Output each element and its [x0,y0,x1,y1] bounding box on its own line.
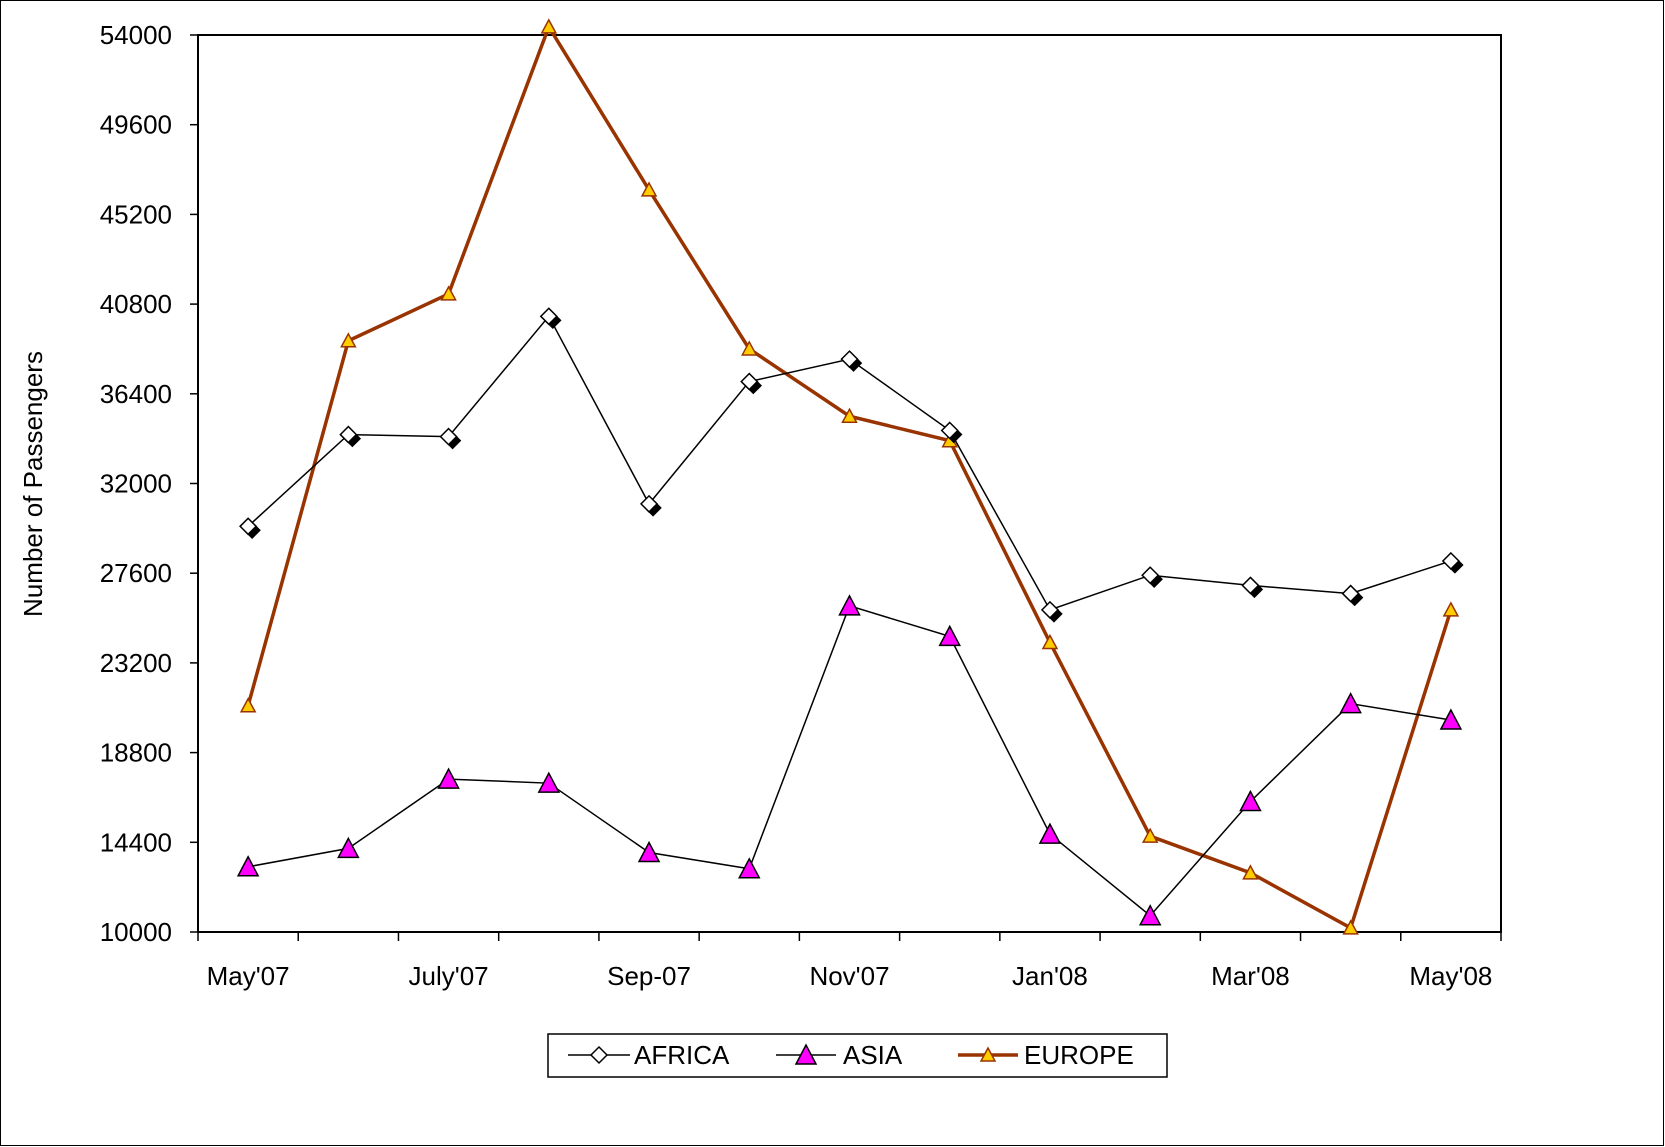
data-point-europe [1141,827,1159,843]
data-point-africa [339,425,358,444]
y-tick-label: 40800 [100,289,172,319]
data-point-asia [236,855,260,877]
legend-item-africa: AFRICA [568,1040,730,1070]
y-axis: 10000 14400 18800 23200 27600 32000 36400 40800… [100,20,198,947]
x-tick-label: July'07 [409,961,489,991]
data-point-europe [540,18,558,34]
data-point-africa [539,307,558,326]
data-point-asia [838,594,861,616]
data-point-europe [440,285,457,301]
data-point-africa [740,372,759,391]
data-point-europe [741,340,758,356]
data-point-europe [640,181,658,197]
x-axis: May'07 July'07 Sep-07 Nov'07 Jan'08 Mar'08 May… [197,932,1502,991]
data-point-asia [738,857,761,879]
y-tick-label: 32000 [100,469,172,499]
y-tick-label: 45200 [100,199,172,229]
legend-box [547,1033,1168,1078]
data-point-asia [1038,822,1062,844]
y-tick-label: 23200 [100,648,172,678]
y-tick-label: 14400 [100,827,172,857]
data-point-europe [1242,864,1259,880]
data-point-asia [537,771,561,793]
legend-item-europe: EUROPE [958,1040,1134,1070]
data-point-africa [1040,600,1060,619]
legend-label-africa: AFRICA [634,1040,730,1070]
y-tick-label: 36400 [100,379,172,409]
legend-marker-asia [794,1043,818,1065]
plot-area [197,34,1502,933]
x-tick-label: Sep-07 [607,961,691,991]
data-point-asia [637,840,661,863]
data-point-asia [1339,692,1362,714]
data-point-africa [439,427,458,446]
data-point-asia [1239,789,1262,812]
y-tick-label: 10000 [100,917,172,947]
series-layer [236,18,1464,935]
y-axis-title: Number of Passengers [18,351,48,617]
data-point-europe [1041,633,1059,650]
data-point-europe [1342,919,1359,935]
series-line-asia [247,604,1452,917]
x-tick-label: May'08 [1409,961,1492,991]
data-point-africa [1141,566,1160,585]
y-tick-label: 49600 [100,110,172,140]
series-africa [239,307,1464,623]
data-point-europe [239,697,257,713]
legend-label-europe: EUROPE [1024,1040,1134,1070]
series-asia [236,594,1463,926]
y-tick-label: 18800 [100,738,172,768]
data-point-africa [639,494,659,513]
data-point-asia [938,624,961,647]
data-point-africa [1441,551,1460,571]
data-point-asia [1439,708,1463,730]
data-point-africa [940,421,959,440]
legend-marker-africa [589,1045,609,1065]
data-point-africa [239,517,258,536]
x-tick-label: Jan'08 [1012,961,1088,991]
x-tick-label: May'07 [207,961,290,991]
legend: AFRICA ASIA EUROPE [547,1033,1168,1078]
data-point-africa [1241,576,1260,595]
y-tick-label: 54000 [100,20,172,50]
legend-marker-europe [979,1046,997,1062]
data-point-europe [841,407,858,423]
x-tick-label: Nov'07 [809,961,889,991]
data-point-asia [437,767,460,789]
x-tick-label: Mar'08 [1211,961,1290,991]
legend-item-asia: ASIA [776,1040,903,1070]
data-point-africa [840,350,859,369]
y-tick-label: 27600 [100,558,172,588]
data-point-europe [340,332,357,348]
data-point-asia [337,836,360,859]
data-point-europe [1442,601,1460,617]
data-point-africa [1341,584,1360,603]
data-point-asia [1138,904,1162,926]
legend-label-asia: ASIA [843,1040,903,1070]
series-europe [239,18,1460,935]
